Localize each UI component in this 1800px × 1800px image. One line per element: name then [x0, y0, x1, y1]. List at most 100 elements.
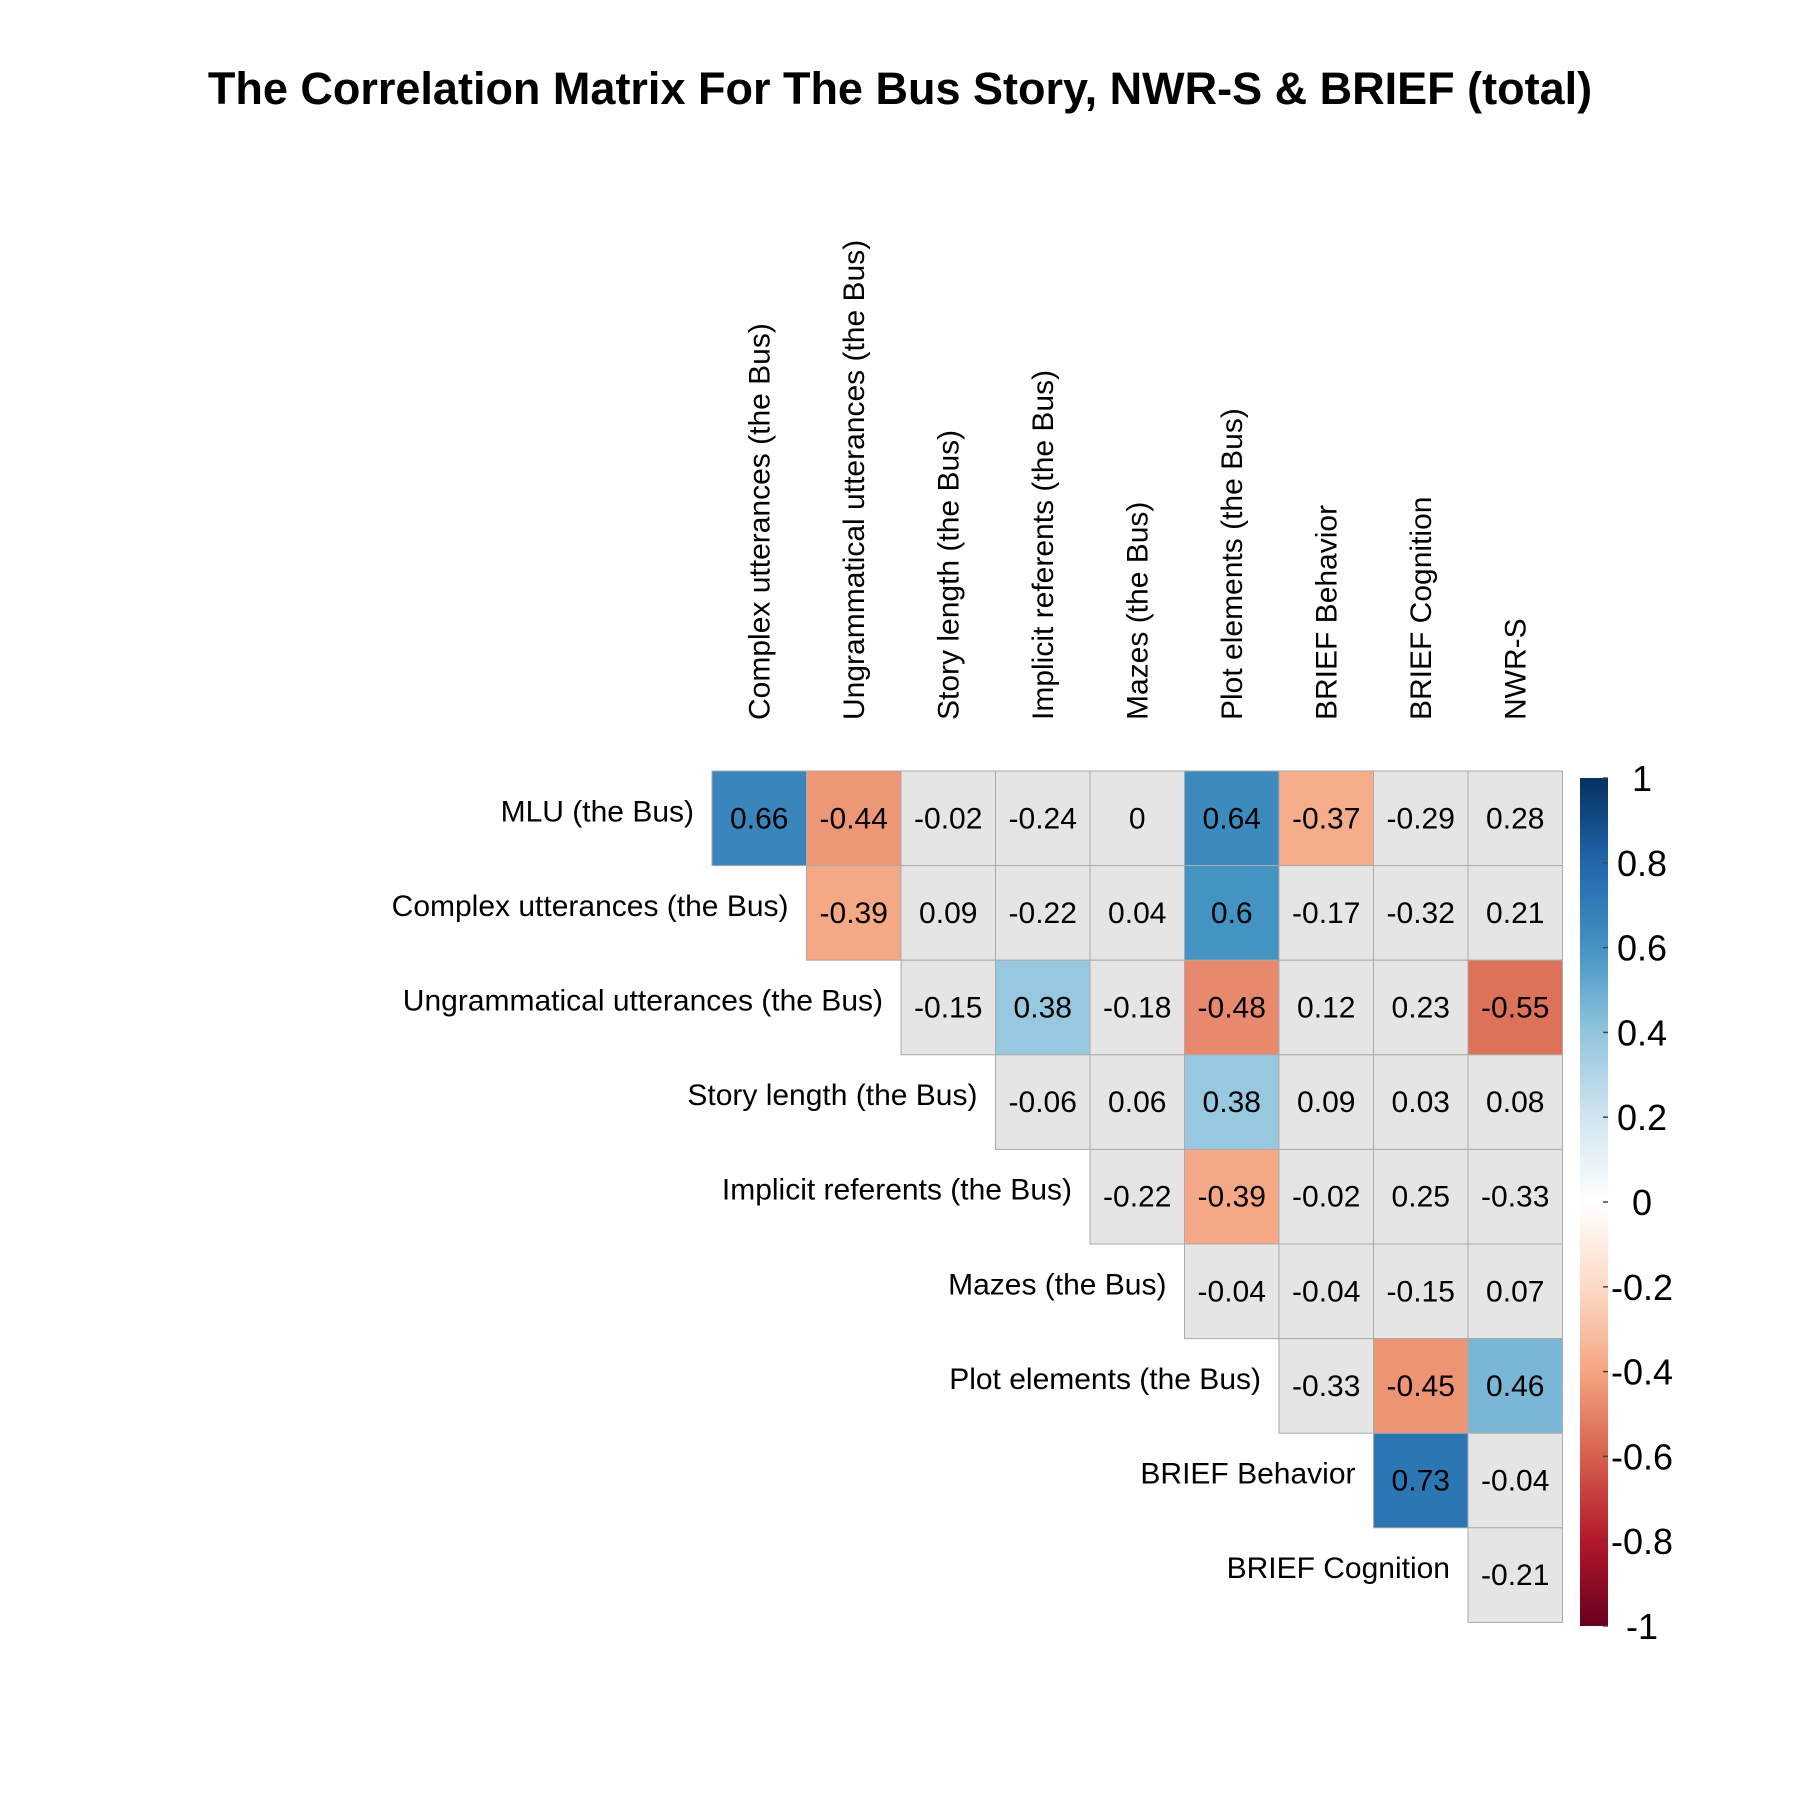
colorbar-tick-label: 0 [1632, 1182, 1652, 1223]
cell-value-label: 0.07 [1486, 1275, 1544, 1308]
cell-value-label: -0.32 [1387, 897, 1455, 930]
cell-value-label: 0.03 [1392, 1086, 1450, 1119]
colorbar-tick-label: -0.6 [1611, 1436, 1673, 1477]
heatmap-cell [1184, 865, 1280, 961]
cell-value-label: 0 [1129, 802, 1146, 835]
heatmap-cell [1089, 865, 1185, 961]
cell-value-label: 0.73 [1392, 1465, 1450, 1498]
heatmap-cell [1467, 770, 1563, 867]
heatmap-cell [995, 959, 1091, 1056]
cell-value-label: 0.08 [1486, 1086, 1544, 1119]
colorbar-tick-label: -0.2 [1611, 1267, 1673, 1308]
cell-value-label: 0.38 [1203, 1086, 1261, 1119]
column-label: Plot elements (the Bus) [1216, 408, 1249, 720]
heatmap-cell [711, 770, 807, 867]
cell-value-label: 0.09 [1297, 1086, 1355, 1119]
row-label: BRIEF Behavior [1140, 1458, 1355, 1491]
column-label: BRIEF Cognition [1405, 497, 1438, 720]
cell-value-label: 0.21 [1486, 897, 1544, 930]
heatmap-cells: 0.66 -0.44 -0.02 -0.24 0 0.64 -0.37 -0.29 0.28 -0… [711, 770, 1563, 1623]
heatmap-cell [1184, 959, 1280, 1056]
cell-value-label: -0.04 [1292, 1275, 1360, 1308]
heatmap-cell [1278, 1148, 1374, 1245]
column-label: NWR-S [1499, 618, 1532, 720]
heatmap-cell [1278, 1054, 1374, 1150]
cell-value-label: -0.37 [1292, 802, 1360, 835]
cell-value-label: -0.15 [914, 992, 982, 1025]
row-label: BRIEF Cognition [1227, 1552, 1450, 1585]
column-labels: Complex utterances (the Bus) Ungrammatica… [743, 240, 1532, 720]
cell-value-label: -0.55 [1481, 992, 1549, 1025]
heatmap-cell [1467, 1243, 1563, 1340]
cell-value-label: 0.12 [1297, 992, 1355, 1025]
column-label: Ungrammatical utterances (the Bus) [838, 240, 871, 720]
colorbar-tick-label: -0.8 [1611, 1521, 1673, 1562]
cell-value-label: -0.06 [1009, 1086, 1077, 1119]
column-label: Story length (the Bus) [932, 430, 965, 720]
row-label: Ungrammatical utterances (the Bus) [403, 985, 883, 1018]
cell-value-label: 0.09 [919, 897, 977, 930]
cell-value-label: -0.15 [1387, 1275, 1455, 1308]
heatmap-cell [1467, 865, 1563, 961]
cell-value-label: -0.17 [1292, 897, 1360, 930]
heatmap-cell [1278, 1338, 1374, 1434]
row-label: Implicit referents (the Bus) [722, 1174, 1072, 1207]
heatmap-cell [1184, 1054, 1280, 1150]
row-label: Mazes (the Bus) [948, 1268, 1166, 1301]
column-label: Mazes (the Bus) [1121, 502, 1154, 720]
heatmap-cell [1467, 1338, 1563, 1434]
cell-value-label: -0.02 [1292, 1181, 1360, 1214]
row-label: Story length (the Bus) [687, 1079, 977, 1112]
cell-value-label: 0.64 [1203, 802, 1261, 835]
color-legend: 1 0.8 0.6 0.4 0.2 0 -0.2 -0.4 -0.6 -0.8 -1 [1580, 758, 1673, 1647]
heatmap-cell [1184, 1148, 1280, 1245]
cell-value-label: -0.04 [1198, 1275, 1266, 1308]
cell-value-label: -0.33 [1481, 1181, 1549, 1214]
colorbar-tick-label: -0.4 [1611, 1352, 1673, 1393]
cell-value-label: -0.04 [1481, 1465, 1549, 1498]
heatmap-cell [1373, 770, 1469, 867]
heatmap-cell [995, 1054, 1091, 1150]
heatmap-cell [1278, 865, 1374, 961]
colorbar-tick-label: -1 [1626, 1606, 1658, 1647]
heatmap-cell [1089, 1054, 1185, 1150]
row-label: MLU (the Bus) [501, 795, 694, 828]
heatmap-cell [1373, 959, 1469, 1056]
cell-value-label: 0.46 [1486, 1370, 1544, 1403]
cell-value-label: -0.18 [1103, 992, 1171, 1025]
cell-value-label: -0.48 [1198, 992, 1266, 1025]
column-label: BRIEF Behavior [1310, 505, 1343, 720]
colorbar-tick-label: 0.2 [1617, 1097, 1667, 1138]
cell-value-label: -0.33 [1292, 1370, 1360, 1403]
heatmap-cell [1373, 1148, 1469, 1245]
colorbar-tick-label: 0.8 [1617, 843, 1667, 884]
cell-value-label: -0.24 [1009, 802, 1077, 835]
cell-value-label: -0.44 [820, 802, 888, 835]
cell-value-label: 0.04 [1108, 897, 1166, 930]
cell-value-label: 0.28 [1486, 802, 1544, 835]
heatmap-cell [1467, 1527, 1563, 1623]
heatmap-cell [806, 770, 902, 867]
chart-title: The Correlation Matrix For The Bus Story… [208, 63, 1592, 114]
row-labels: MLU (the Bus) Complex utterances (the Bus… [392, 795, 1450, 1585]
column-label: Implicit referents (the Bus) [1027, 370, 1060, 720]
heatmap-cell [1467, 959, 1563, 1056]
heatmap-cell [1373, 1054, 1469, 1150]
cell-value-label: 0.6 [1211, 897, 1253, 930]
cell-value-label: -0.39 [1198, 1181, 1266, 1214]
heatmap-cell [900, 865, 996, 961]
heatmap-cell [1278, 959, 1374, 1056]
column-label: Complex utterances (the Bus) [743, 323, 776, 720]
heatmap-cell [1373, 1432, 1469, 1529]
colorbar-tick-label: 0.6 [1617, 928, 1667, 969]
row-label: Complex utterances (the Bus) [392, 890, 789, 923]
colorbar-tick-label: 1 [1632, 758, 1652, 799]
heatmap-cell [1278, 1243, 1374, 1340]
cell-value-label: -0.22 [1103, 1181, 1171, 1214]
cell-value-label: -0.29 [1387, 802, 1455, 835]
cell-value-label: -0.22 [1009, 897, 1077, 930]
colorbar-tick-label: 0.4 [1617, 1012, 1667, 1053]
cell-value-label: 0.06 [1108, 1086, 1166, 1119]
cell-value-label: 0.66 [730, 802, 788, 835]
